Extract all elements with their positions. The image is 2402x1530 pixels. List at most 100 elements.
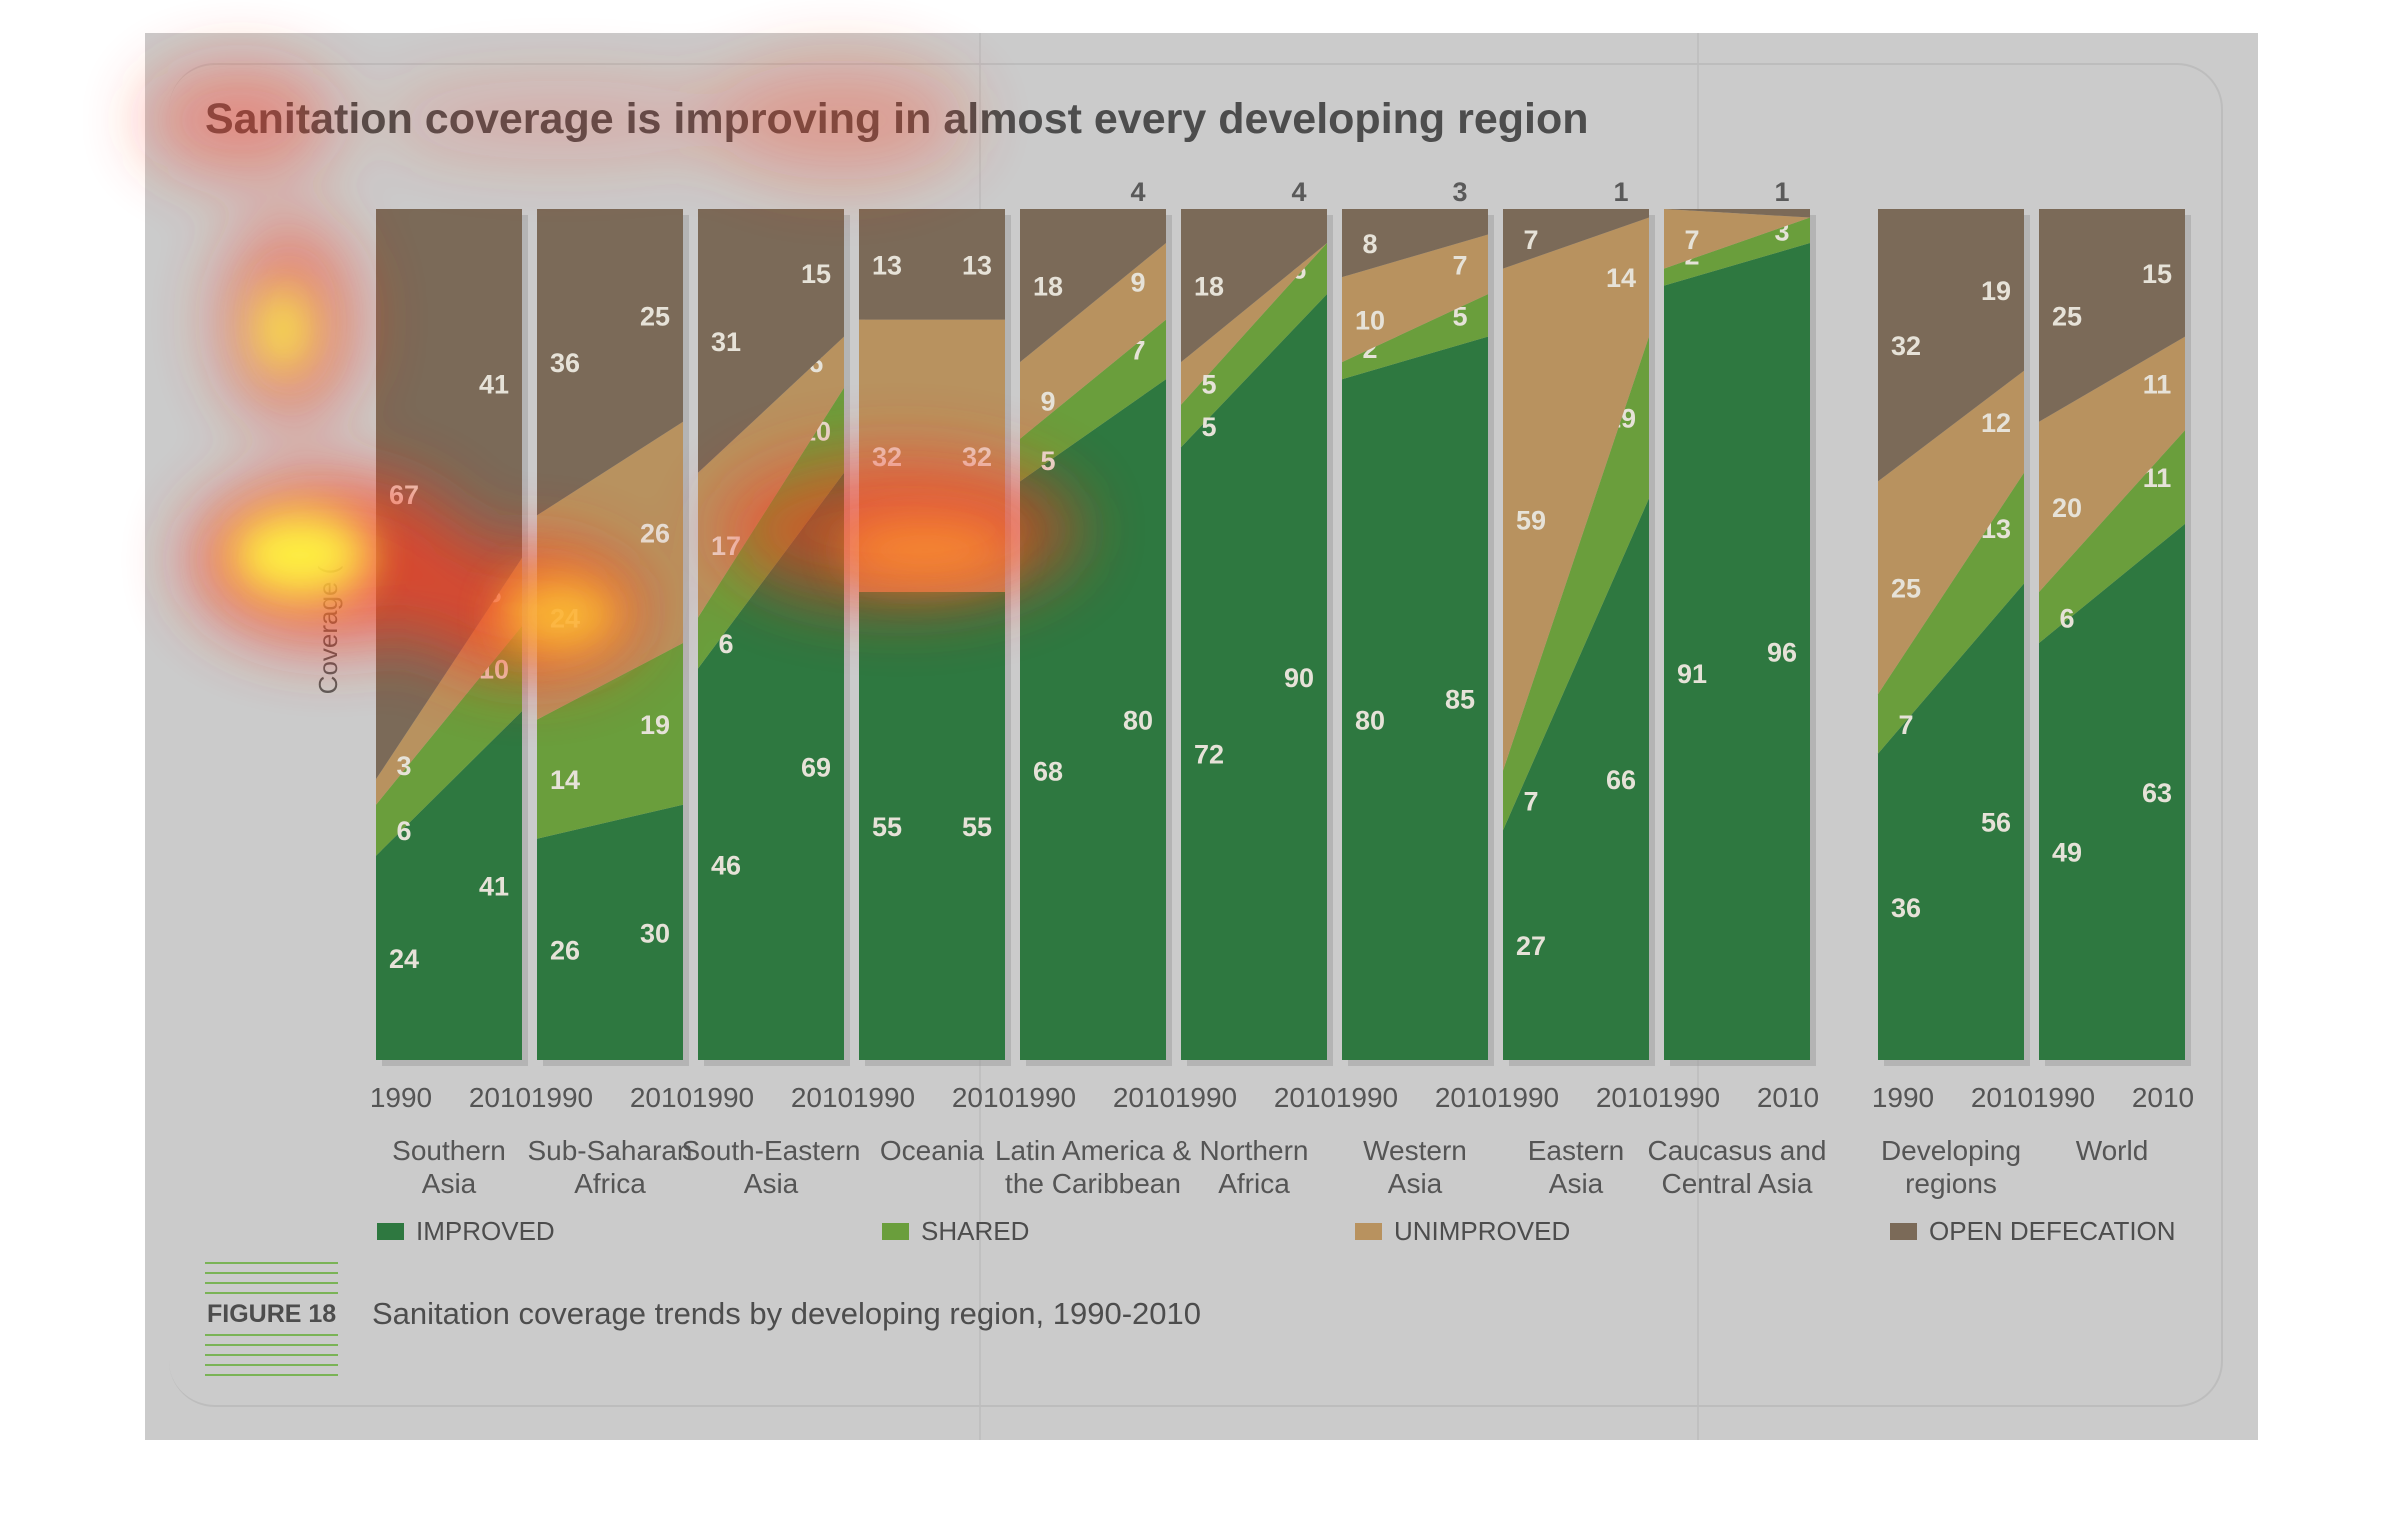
legend-swatch-unimproved [1355, 1223, 1382, 1240]
year-tick-label: 2010 [1757, 1082, 1819, 1113]
year-tick-label: 1990 [1658, 1082, 1720, 1113]
area-unimproved [1503, 217, 1649, 771]
area-open [1503, 209, 1649, 269]
legend-improved: IMPROVED [377, 1216, 555, 1247]
area-improved [1664, 243, 1810, 1061]
year-tick-label: 2010 [1435, 1082, 1497, 1113]
data-label: 80 [1123, 706, 1153, 736]
data-label: 80 [1355, 706, 1385, 736]
data-label: 8 [1362, 229, 1377, 259]
region-label: Eastern [1528, 1135, 1625, 1166]
year-tick-label: 2010 [630, 1082, 692, 1113]
data-label: 19 [640, 710, 670, 740]
region-label: the Caribbean [1005, 1168, 1181, 1199]
area-open [1181, 209, 1327, 363]
data-label: 7 [1898, 710, 1913, 740]
data-label: 15 [2142, 259, 2172, 289]
region-label: World [2076, 1135, 2149, 1166]
area-unimproved [1878, 370, 2024, 695]
data-label: 5 [1040, 446, 1055, 476]
data-label: 11 [2143, 369, 2172, 399]
data-label: 7 [1523, 786, 1538, 816]
area-improved [376, 711, 522, 1060]
data-label: 18 [1194, 272, 1224, 302]
data-label: 26 [640, 518, 670, 548]
year-tick-label: 2010 [2132, 1082, 2194, 1113]
region-label: Oceania [880, 1135, 985, 1166]
area-shared [1503, 336, 1649, 831]
data-label: 3 [396, 751, 411, 781]
data-label: 41 [479, 369, 509, 399]
data-label: 26 [550, 935, 580, 965]
data-label: 3 [1452, 177, 1467, 207]
data-label: 41 [479, 872, 509, 902]
area-open [698, 209, 844, 473]
data-label: 72 [1194, 740, 1224, 770]
year-tick-label: 2010 [1113, 1082, 1175, 1113]
year-tick-label: 1990 [2033, 1082, 2095, 1113]
data-label: 49 [2052, 838, 2082, 868]
region-label: Asia [422, 1168, 477, 1199]
data-label: 15 [801, 259, 831, 289]
year-tick-label: 1990 [1014, 1082, 1076, 1113]
legend-label-open: OPEN DEFECATION [1929, 1216, 2176, 1246]
data-label: 1 [1613, 177, 1628, 207]
data-label: 7 [1684, 225, 1699, 255]
figure-caption: Sanitation coverage trends by developing… [372, 1296, 1201, 1331]
legend-unimproved: UNIMPROVED [1355, 1216, 1570, 1247]
region-label: Asia [1549, 1168, 1604, 1199]
year-tick-label: 1990 [370, 1082, 432, 1113]
area-unimproved [1342, 234, 1488, 363]
data-label: 6 [2059, 603, 2074, 633]
region-label: Africa [1218, 1168, 1290, 1199]
area-improved [1181, 294, 1327, 1061]
y-axis-label: Coverage ( [313, 565, 343, 694]
region-label: Africa [574, 1168, 646, 1199]
data-label: 7 [1523, 225, 1538, 255]
data-label: 46 [711, 850, 741, 880]
region-label: Sub-Saharan [527, 1135, 692, 1166]
year-tick-label: 2010 [1596, 1082, 1658, 1113]
area-shared [1878, 472, 2024, 754]
legend-label-shared: SHARED [921, 1216, 1030, 1246]
data-label: 24 [389, 944, 419, 974]
data-label: 25 [640, 301, 670, 331]
legend-swatch-improved [377, 1223, 404, 1240]
data-label: 55 [872, 812, 902, 842]
data-label: 36 [1891, 893, 1921, 923]
area-shared [376, 625, 522, 856]
year-tick-label: 1990 [1336, 1082, 1398, 1113]
year-tick-label: 1990 [1175, 1082, 1237, 1113]
area-open [1020, 209, 1166, 363]
data-label: 24 [550, 603, 580, 633]
area-unimproved [2039, 336, 2185, 592]
data-label: 19 [1981, 276, 2011, 306]
data-label: 18 [1033, 272, 1063, 302]
area-improved [1342, 336, 1488, 1060]
area-improved [537, 804, 683, 1060]
region-label: Asia [744, 1168, 799, 1199]
year-tick-label: 2010 [469, 1082, 531, 1113]
region-label: Developing [1881, 1135, 2021, 1166]
region-label: regions [1905, 1168, 1997, 1199]
region-label: Western [1363, 1135, 1467, 1166]
year-tick-label: 2010 [1274, 1082, 1336, 1113]
data-label: 85 [1445, 684, 1475, 714]
data-label: 36 [550, 348, 580, 378]
region-label: Asia [1388, 1168, 1443, 1199]
region-label: Caucasus and [1647, 1135, 1826, 1166]
area-unimproved [1020, 243, 1166, 439]
year-tick-label: 2010 [791, 1082, 853, 1113]
data-label: 69 [801, 752, 831, 782]
data-label: 68 [1033, 757, 1063, 787]
year-tick-label: 1990 [1497, 1082, 1559, 1113]
figure-frame [169, 63, 2223, 1407]
area-open [2039, 209, 2185, 422]
area-shared [2039, 430, 2185, 644]
region-label: Southern [392, 1135, 506, 1166]
data-label: 30 [640, 918, 670, 948]
data-label: 5 [1201, 369, 1216, 399]
year-tick-label: 1990 [853, 1082, 915, 1113]
legend-swatch-open [1890, 1223, 1917, 1240]
